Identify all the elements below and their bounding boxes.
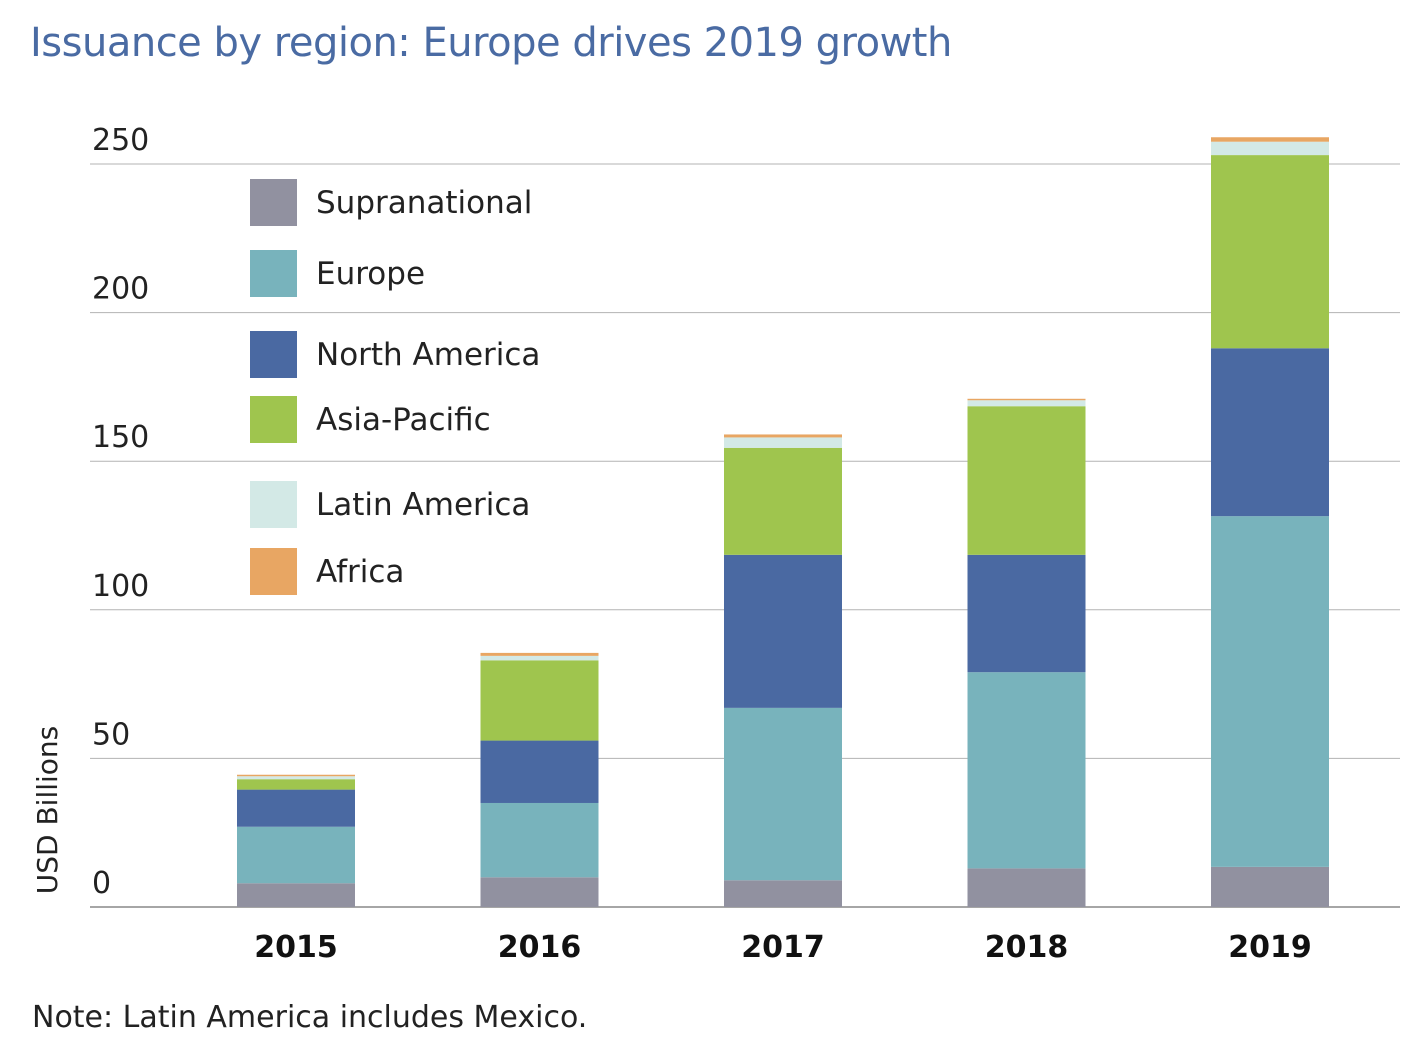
- bar-segment-latin-america-2019: [1211, 141, 1329, 156]
- bar-segment-north-america-2018: [967, 554, 1086, 673]
- legend: Supranational Europe North America Asia-Pac…: [250, 179, 540, 595]
- bar-segment-north-america-2019: [1211, 348, 1329, 517]
- bar-segment-africa-2015: [237, 774, 355, 777]
- x-category-label: 2019: [1228, 930, 1312, 965]
- stacked-bar-chart: 0 50 100 150 200 250 2015 2016 2017 2018 2019 Sup…: [31, 123, 1400, 965]
- legend-label: Asia-Pacific: [316, 402, 491, 438]
- bar-segment-asia-pacific-2017: [724, 447, 842, 555]
- bar-segment-africa-2017: [724, 434, 842, 438]
- bar-segment-europe-2017: [724, 707, 842, 881]
- bar-segment-europe-2015: [237, 826, 355, 884]
- x-category-labels: 2015 2016 2017 2018 2019: [254, 930, 1312, 965]
- legend-label: North America: [316, 337, 540, 373]
- legend-swatch: [250, 396, 297, 443]
- legend-swatch: [250, 481, 297, 528]
- bar-segment-africa-2016: [480, 652, 599, 656]
- chart-title: Issuance by region: Europe drives 2019 g…: [30, 20, 952, 66]
- bar-segment-latin-america-2016: [480, 655, 599, 661]
- legend-label: Latin America: [316, 487, 530, 523]
- bar-segment-latin-america-2017: [724, 437, 842, 448]
- y-tick-label: 100: [92, 569, 149, 604]
- y-tick-label: 250: [92, 123, 149, 158]
- bar-segment-africa-2019: [1211, 137, 1329, 142]
- bar-segment-supranational-2018: [967, 868, 1086, 907]
- bar-segment-north-america-2015: [237, 789, 355, 827]
- y-tick-label: 200: [92, 272, 149, 307]
- x-category-label: 2017: [741, 930, 825, 965]
- y-axis-title: USD Billions: [31, 726, 64, 895]
- bar-segment-asia-pacific-2015: [237, 779, 355, 790]
- bar-segment-supranational-2015: [237, 883, 355, 907]
- legend-label: Africa: [316, 554, 404, 590]
- bar-segment-europe-2019: [1211, 516, 1329, 867]
- y-tick-label: 150: [92, 420, 149, 455]
- bar-segment-asia-pacific-2019: [1211, 155, 1329, 349]
- bars: [237, 137, 1329, 907]
- bar-segment-latin-america-2015: [237, 776, 355, 780]
- x-category-label: 2016: [498, 930, 582, 965]
- bar-segment-asia-pacific-2018: [967, 406, 1086, 555]
- bar-segment-north-america-2017: [724, 554, 842, 708]
- bar-segment-europe-2018: [967, 672, 1086, 869]
- legend-label: Europe: [316, 256, 425, 292]
- x-category-label: 2018: [985, 930, 1069, 965]
- bar-segment-asia-pacific-2016: [480, 660, 599, 741]
- bar-segment-supranational-2017: [724, 880, 842, 907]
- legend-swatch: [250, 179, 297, 226]
- bar-segment-supranational-2019: [1211, 866, 1329, 907]
- legend-swatch: [250, 331, 297, 378]
- legend-label: Supranational: [316, 185, 532, 221]
- y-tick-label: 0: [92, 866, 111, 901]
- y-tick-label: 50: [92, 717, 130, 752]
- legend-swatch: [250, 548, 297, 595]
- bar-segment-north-america-2016: [480, 740, 599, 803]
- bar-segment-europe-2016: [480, 802, 599, 878]
- footnote: Note: Latin America includes Mexico.: [32, 1000, 588, 1035]
- x-category-label: 2015: [254, 930, 338, 965]
- y-tick-labels: 0 50 100 150 200 250: [92, 123, 149, 901]
- legend-swatch: [250, 250, 297, 297]
- bar-segment-africa-2018: [967, 398, 1086, 401]
- bar-segment-latin-america-2018: [967, 400, 1086, 407]
- bar-segment-supranational-2016: [480, 877, 599, 907]
